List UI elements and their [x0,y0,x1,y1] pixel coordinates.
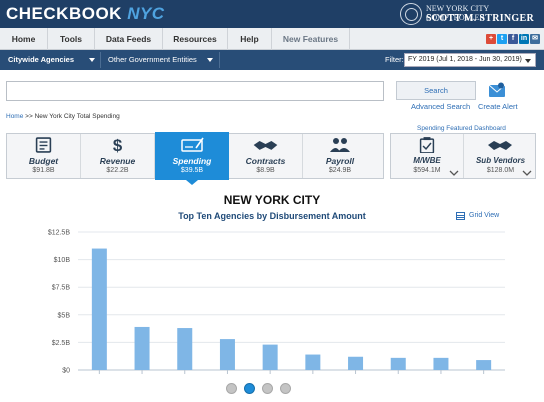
chart-pagination [226,383,296,395]
widget-label: Contracts [245,156,286,166]
pagination-dot[interactable] [262,383,273,394]
widget-label: Spending [172,156,212,166]
comptroller-name: SCOTT M. STRINGER [426,13,534,24]
twitter-icon[interactable]: t [497,34,507,44]
checkbook-logo[interactable]: CHECKBOOK NYC [6,4,165,23]
grid-view-icon[interactable] [456,212,465,220]
chevron-down-icon[interactable] [207,58,213,62]
comptroller-title: NEW YORK CITY COMPTROLLER [426,4,489,22]
check-icon [181,137,204,152]
widget-payroll[interactable]: Payroll $24.9B [303,134,377,178]
widget-value: $594.1M [413,167,441,174]
y-tick-label: $0 [62,368,70,375]
chart-bar[interactable] [91,248,107,370]
svg-text:$: $ [113,137,123,153]
dollar-icon: $ [113,137,123,153]
sub-nav: Citywide Agencies Other Government Entit… [0,50,544,70]
chevron-down-icon[interactable] [522,170,532,176]
widget-value: $24.9B [328,167,352,174]
bar-chart: $0 $2.5B $5B $7.5B $10B $12.5B [48,230,505,375]
pagination-dot-active[interactable] [244,383,255,394]
featured-dashboard-link[interactable]: Spending Featured Dashboard [417,125,506,132]
widget-label: Payroll [325,156,355,166]
widget-spending[interactable]: Spending $39.5B [155,132,229,180]
chevron-down-icon[interactable] [89,58,95,62]
chart-bar[interactable] [433,357,449,370]
people-icon [330,138,350,152]
breadcrumb-separator: >> [23,113,35,120]
nav-new-features[interactable]: New Features [272,28,350,50]
widget-revenue[interactable]: $ Revenue $22.2B [81,134,155,178]
widget-value: $91.8B [32,167,55,174]
main-nav: Home Tools Data Feeds Resources Help New… [0,28,544,50]
widget-contracts[interactable]: Contracts $8.9B [229,134,303,178]
widget-label: Sub Vendors [475,156,526,165]
create-alert-link[interactable]: Create Alert [478,102,518,111]
y-tick-label: $10B [54,257,71,264]
chart-bar[interactable] [177,328,193,370]
widget-value: $8.9B [256,167,275,174]
nav-home[interactable]: Home [0,28,48,50]
top-header: CHECKBOOK NYC NEW YORK CITY COMPTROLLER … [0,0,544,28]
breadcrumb-home-link[interactable]: Home [6,113,24,120]
y-tick-label: $5B [58,312,71,319]
filter-label: Filter: [385,55,404,64]
clipboard-icon [419,137,435,153]
email-icon[interactable]: ✉ [530,34,540,44]
breadcrumb: Home >> New York City Total Spending [6,113,120,120]
y-tick-label: $7.5B [52,285,71,292]
widget-mwbe[interactable]: M/WBE $594.1M [391,134,464,178]
comptroller-seal-icon [400,3,422,25]
chevron-down-icon[interactable] [449,170,459,176]
other-entities-menu[interactable]: Other Government Entities [108,55,197,64]
advanced-search-link[interactable]: Advanced Search [411,102,471,111]
widget-sub-vendors[interactable]: Sub Vendors $128.0M [464,134,537,178]
pagination-dot[interactable] [226,383,237,394]
y-tick-label: $2.5B [52,340,71,347]
widget-budget[interactable]: Budget $91.8B [7,134,81,178]
chart-title: Top Ten Agencies by Disbursement Amount [178,211,366,221]
chevron-down-icon [525,59,531,63]
chart-bar[interactable] [348,356,364,370]
widget-label: M/WBE [413,156,441,165]
y-tick-label: $12.5B [48,230,71,237]
facebook-icon[interactable]: f [508,34,518,44]
widget-label: Budget [28,156,59,166]
fiscal-year-select[interactable]: FY 2019 (Jul 1, 2018 - Jun 30, 2019) [404,53,536,67]
chart-bar[interactable] [305,354,321,370]
fiscal-year-value: FY 2019 (Jul 1, 2018 - Jun 30, 2019) [408,56,522,63]
create-alert-icon[interactable] [488,82,506,98]
linkedin-icon[interactable]: in [519,34,529,44]
nav-help[interactable]: Help [228,28,272,50]
search-button[interactable]: Search [396,81,476,100]
active-widget-pointer [186,180,198,185]
widget-value: $128.0M [486,167,515,174]
citywide-agencies-menu[interactable]: Citywide Agencies [8,55,74,64]
budget-icon [35,137,52,153]
handshake-icon [488,141,512,150]
breadcrumb-current: New York City Total Spending [34,113,120,120]
chart-bar[interactable] [134,326,150,370]
sub-nav-divider [100,52,101,68]
widget-value: $22.2B [106,167,129,174]
nav-resources[interactable]: Resources [163,28,228,50]
domain-widgets: Budget $91.8B $ Revenue $22.2B Spending … [6,132,384,180]
widget-value: $39.5B [180,167,204,174]
chart-bar[interactable] [219,339,235,370]
grid-view-link[interactable]: Grid View [469,212,500,219]
page-title: NEW YORK CITY [223,193,321,207]
widget-label: Revenue [99,156,136,166]
secondary-widgets: M/WBE $594.1M Sub Vendors $128.0M [390,133,536,179]
nav-data-feeds[interactable]: Data Feeds [95,28,163,50]
handshake-icon [253,141,278,150]
chart-bar[interactable] [390,357,406,370]
sub-nav-divider [219,52,220,68]
search-input[interactable] [6,81,384,101]
google-plus-icon[interactable]: + [486,34,496,44]
pagination-dot[interactable] [280,383,291,394]
nav-tools[interactable]: Tools [48,28,95,50]
chart-bar[interactable] [476,360,492,370]
chart-bar[interactable] [262,344,278,370]
